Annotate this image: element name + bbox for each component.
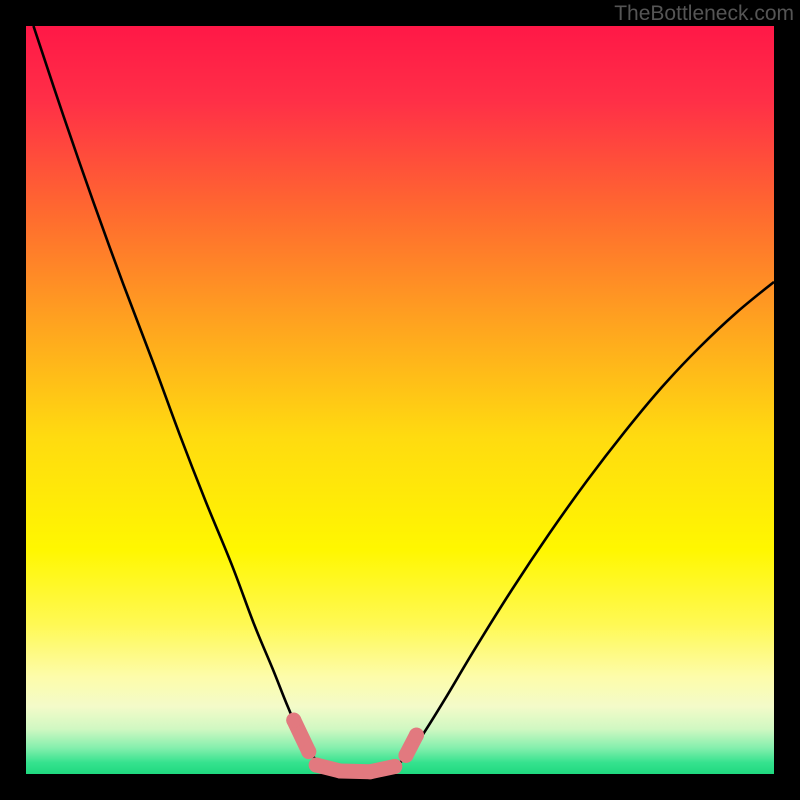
chart-container: TheBottleneck.com xyxy=(0,0,800,800)
plot-background xyxy=(26,26,774,774)
marker-left-dot xyxy=(301,744,316,759)
watermark-text: TheBottleneck.com xyxy=(614,2,794,26)
marker-bottom-dot xyxy=(387,759,402,774)
marker-bottom-dot xyxy=(309,758,324,773)
marker-bottom-dot xyxy=(363,764,378,779)
marker-right-dot xyxy=(398,748,413,763)
bottleneck-chart-svg xyxy=(0,0,800,800)
marker-right-dot xyxy=(409,728,424,743)
marker-bottom-connector xyxy=(316,765,395,772)
marker-bottom-dot xyxy=(333,764,348,779)
marker-left-dot xyxy=(286,713,301,728)
